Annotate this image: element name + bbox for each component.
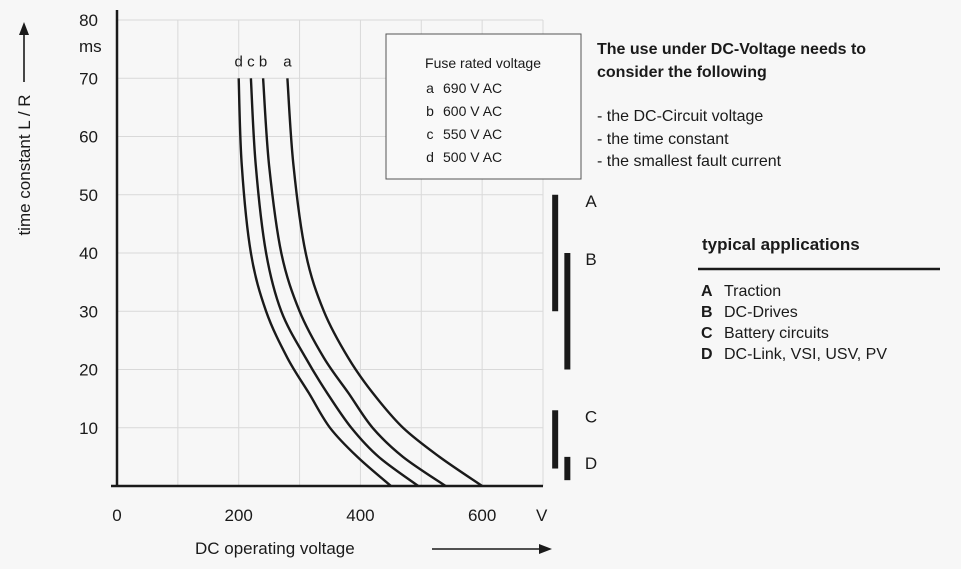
legend-entry-key: b <box>426 103 434 119</box>
axes <box>111 10 543 488</box>
legend-entry-label: 690 V AC <box>443 80 502 96</box>
curve-c <box>249 78 419 487</box>
legend-entries: a 690 V AC b 600 V AC c 550 V AC d 500 V AC <box>426 80 502 165</box>
application-key: A <box>701 283 713 300</box>
application-bands: A B C D <box>552 192 597 481</box>
application-label: DC-Link, VSI, USV, PV <box>724 346 887 363</box>
y-axis-arrow <box>19 22 29 82</box>
application-key: D <box>701 346 713 363</box>
curve-d <box>237 78 392 487</box>
application-label: DC-Drives <box>724 304 798 321</box>
application-band-A <box>552 194 559 312</box>
applications-title: typical applications <box>702 235 860 254</box>
legend-entry-label: 500 V AC <box>443 149 502 165</box>
curve-label-c: c <box>247 53 255 70</box>
application-key: B <box>701 304 713 321</box>
legend-entry-label: 600 V AC <box>443 103 502 119</box>
application-label: Traction <box>724 283 781 300</box>
x-tick-label: 600 <box>468 506 496 525</box>
curve-label-a: a <box>283 53 292 70</box>
y-tick-label: 50 <box>79 186 98 205</box>
application-band-label: D <box>585 454 597 473</box>
application-band-label: B <box>585 250 596 269</box>
x-axis-label: DC operating voltage <box>195 539 355 558</box>
legend-entry-label: 550 V AC <box>443 126 502 142</box>
application-band-D <box>564 456 571 481</box>
y-tick-label: 40 <box>79 244 98 263</box>
legend-title: Fuse rated voltage <box>425 55 541 71</box>
y-tick-label: 20 <box>79 361 98 380</box>
x-axis-arrow <box>432 544 552 554</box>
application-key: C <box>701 325 713 342</box>
note-item: - the smallest fault current <box>597 153 782 170</box>
curve-b <box>261 78 447 487</box>
x-unit-label: V <box>536 506 548 525</box>
y-axis-label: time constant L / R <box>15 94 34 235</box>
x-tick-label: 400 <box>346 506 374 525</box>
application-band-B <box>564 253 571 370</box>
note-item: - the DC-Circuit voltage <box>597 108 763 125</box>
curve-a <box>286 78 483 487</box>
tick-labels: 10 20 30 40 50 60 70 80 0 200 400 600 <box>79 11 496 525</box>
x-tick-label: 0 <box>112 506 121 525</box>
dc-voltage-note: The use under DC-Voltage needs to consid… <box>597 41 866 170</box>
applications-list: A Traction B DC-Drives C Battery circuits D DC-… <box>701 283 887 363</box>
application-band-C <box>552 410 559 469</box>
legend-entry-key: c <box>427 126 434 142</box>
y-unit-label: ms <box>79 37 102 56</box>
note-title-line-2: consider the following <box>597 64 767 81</box>
legend-entry-key: a <box>426 80 434 96</box>
x-tick-label: 200 <box>225 506 253 525</box>
curve-label-b: b <box>259 53 267 70</box>
y-tick-label: 70 <box>79 69 98 88</box>
legend: Fuse rated voltage a 690 V AC b 600 V AC c 55… <box>385 33 582 180</box>
y-tick-label: 10 <box>79 419 98 438</box>
typical-applications: typical applications A Traction B DC-Drives… <box>698 235 940 363</box>
application-band-label: A <box>585 192 597 211</box>
y-tick-label: 30 <box>79 302 98 321</box>
note-title-line-1: The use under DC-Voltage needs to <box>597 41 866 58</box>
note-item: - the time constant <box>597 131 729 148</box>
application-label: Battery circuits <box>724 325 829 342</box>
legend-frame <box>385 33 582 180</box>
legend-entry-key: d <box>426 149 434 165</box>
curve-label-d: d <box>235 53 243 70</box>
y-tick-label: 80 <box>79 11 98 30</box>
y-tick-label: 60 <box>79 128 98 147</box>
application-band-label: C <box>585 407 597 426</box>
